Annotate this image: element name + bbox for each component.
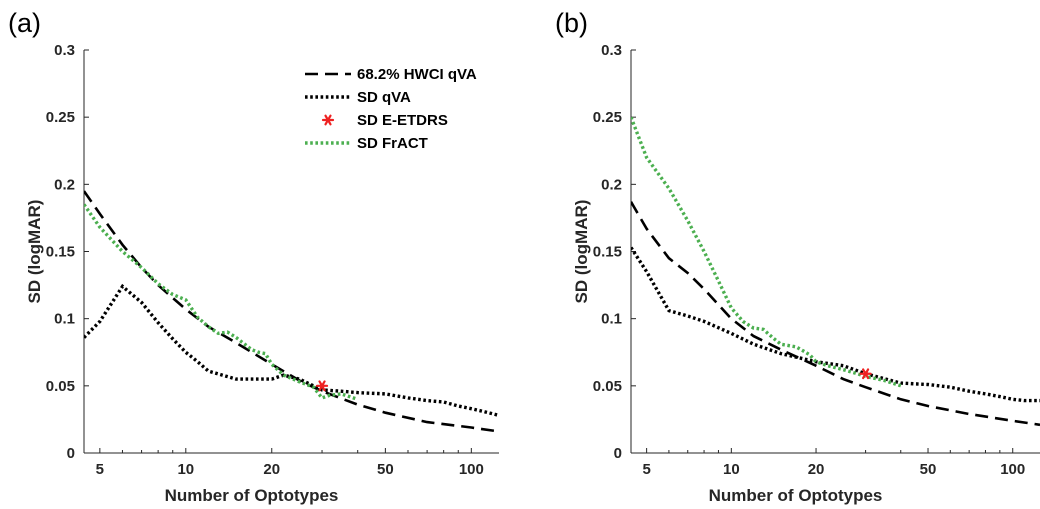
y-axis-title: SD (logMAR) bbox=[25, 200, 44, 304]
panel-a: (a) 0 0.05 0.1 0.15 0.2 0.25 0.3 5 10 20 50 100 Numbe… bbox=[8, 8, 499, 505]
series-hwci-line bbox=[84, 190, 499, 433]
legend-label-hwci: 68.2% HWCI qVA bbox=[357, 66, 477, 83]
y-tick-label: 0.1 bbox=[54, 311, 75, 328]
y-tick-label: 0.25 bbox=[46, 109, 75, 126]
legend-label-etdrs: SD E-ETDRS bbox=[357, 112, 448, 129]
series-fract-line bbox=[631, 116, 902, 388]
x-tick-label: 50 bbox=[377, 461, 394, 478]
x-tick-label: 100 bbox=[1000, 461, 1025, 478]
y-tick-label: 0.15 bbox=[46, 244, 75, 261]
series-hwci-line bbox=[631, 201, 1040, 427]
x-axis-title: Number of Optotypes bbox=[709, 486, 883, 505]
series-etdrs-marker bbox=[315, 380, 329, 392]
x-tick-label: 5 bbox=[642, 461, 650, 478]
x-axis-title: Number of Optotypes bbox=[165, 486, 339, 505]
y-tick-label: 0.05 bbox=[593, 378, 622, 395]
x-tick-label: 20 bbox=[263, 461, 280, 478]
legend: 68.2% HWCI qVA SD qVA SD E-ETDRS SD FrACT bbox=[305, 66, 477, 152]
series-etdrs-marker bbox=[859, 368, 872, 380]
legend-marker-etdrs-core bbox=[325, 117, 331, 123]
y-axis-title: SD (logMAR) bbox=[572, 200, 591, 304]
y-tick-label: 0.2 bbox=[601, 176, 622, 193]
x-tick-label: 10 bbox=[177, 461, 194, 478]
x-tick-label: 100 bbox=[459, 461, 484, 478]
plot-area bbox=[631, 116, 1040, 427]
panel-label: (a) bbox=[8, 8, 41, 38]
x-tick-label: 10 bbox=[723, 461, 740, 478]
legend-marker-etdrs bbox=[321, 114, 335, 126]
y-tick-label: 0.25 bbox=[593, 109, 622, 126]
legend-label-sdqva: SD qVA bbox=[357, 89, 411, 106]
series-sdqva-line bbox=[631, 246, 1040, 403]
x-tick-label: 20 bbox=[808, 461, 825, 478]
legend-label-fract: SD FrACT bbox=[357, 135, 428, 152]
y-tick-label: 0.15 bbox=[593, 244, 622, 261]
y-tick-label: 0.05 bbox=[46, 378, 75, 395]
plot-area bbox=[84, 190, 499, 433]
series-etdrs-marker-core bbox=[863, 371, 868, 377]
y-tick-label: 0.3 bbox=[601, 42, 622, 59]
y-tick-label: 0.1 bbox=[601, 311, 622, 328]
panel-b: (b) 0 0.05 0.1 0.15 0.2 0.25 0.3 5 10 20 50 100 Numbe… bbox=[555, 8, 1040, 505]
y-tick-label: 0.3 bbox=[54, 42, 75, 59]
x-tick-label: 50 bbox=[920, 461, 937, 478]
x-tick-label: 5 bbox=[96, 461, 104, 478]
panel-label: (b) bbox=[555, 8, 588, 38]
series-sdqva-line bbox=[84, 283, 499, 418]
series-etdrs-marker-core bbox=[319, 383, 325, 389]
y-tick-label: 0 bbox=[614, 445, 622, 462]
y-tick-label: 0.2 bbox=[54, 176, 75, 193]
series-fract-line bbox=[84, 203, 359, 401]
y-tick-label: 0 bbox=[67, 445, 75, 462]
